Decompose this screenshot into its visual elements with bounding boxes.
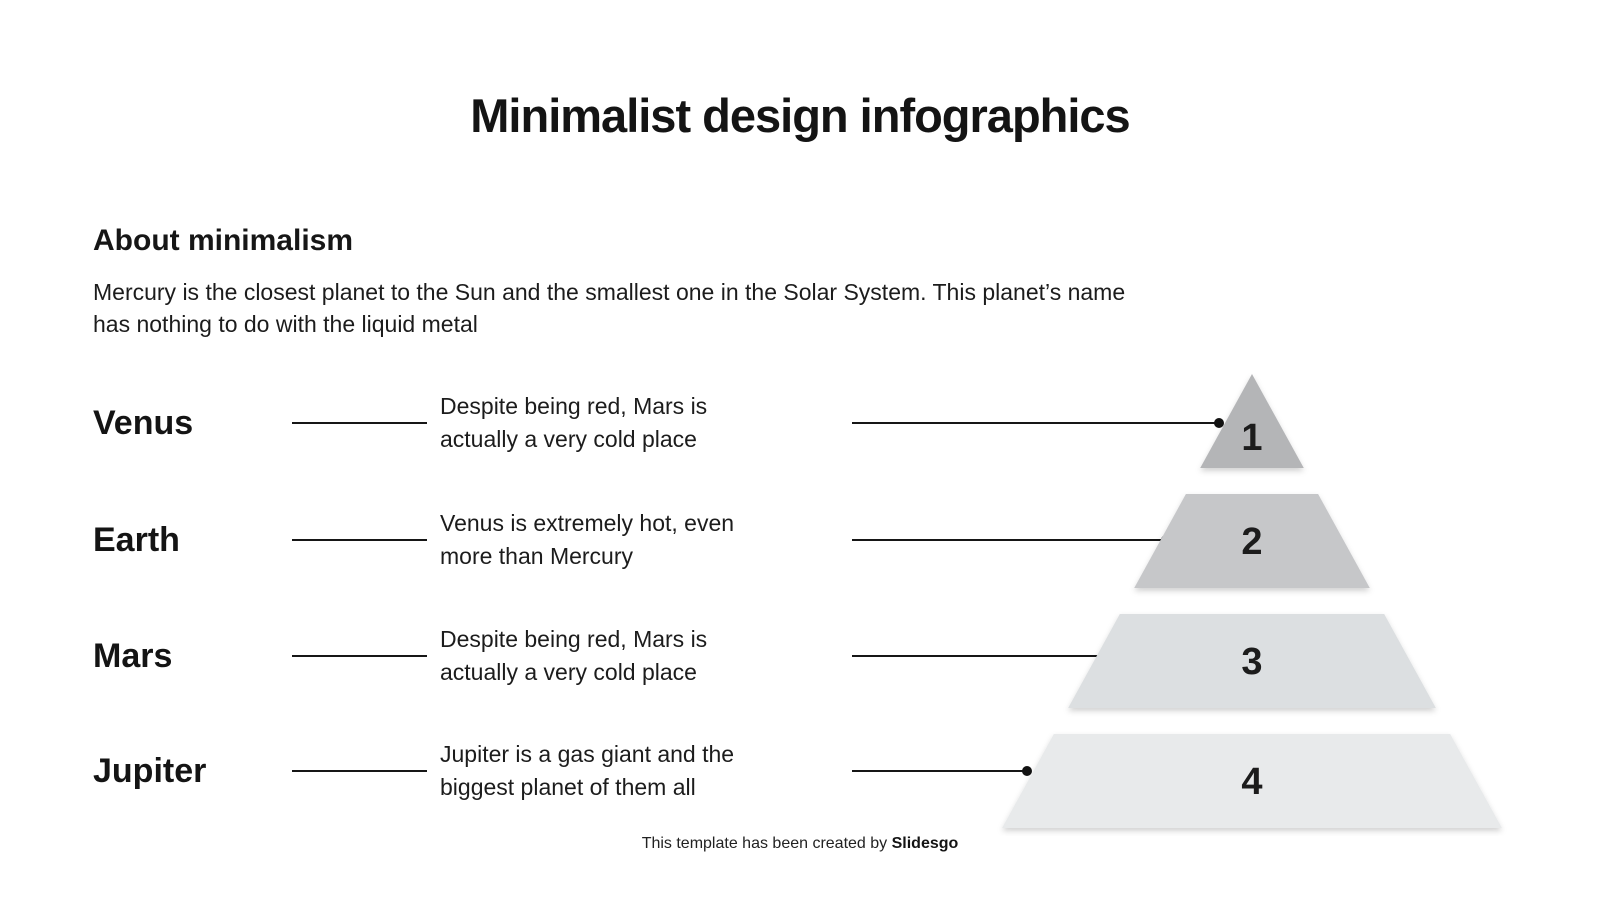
planet-description: Venus is extremely hot, even more than M…	[440, 507, 852, 573]
pyramid-level-number: 4	[1241, 761, 1262, 803]
pyramid-level-1	[1200, 374, 1304, 468]
footer-brand: Slidesgo	[891, 835, 959, 852]
planet-description-line-2: more than Mercury	[440, 543, 634, 569]
about-paragraph-line-1: Mercury is the closest planet to the Sun…	[93, 279, 1126, 305]
pyramid-connector-line	[852, 418, 1224, 428]
planet-description-line-1: Despite being red, Mars is	[440, 393, 708, 419]
pyramid-connector-line	[852, 766, 1032, 776]
name-connector-line	[292, 770, 427, 772]
pyramid-level-number: 3	[1241, 641, 1262, 683]
planet-row-venus: Venus Despite being red, Mars is actuall…	[93, 378, 1224, 468]
planet-description-line-1: Despite being red, Mars is	[440, 626, 708, 652]
name-connector-line	[292, 539, 427, 541]
pyramid: 1 2 3 4	[1002, 374, 1502, 828]
footer-credit: This template has been created by Slides…	[0, 835, 1600, 853]
planet-row-mars: Mars Despite being red, Mars is actually…	[93, 611, 1110, 701]
page-title: Minimalist design infographics	[470, 89, 1130, 142]
planet-name: Jupiter	[93, 751, 207, 790]
planet-name: Venus	[93, 403, 194, 442]
planet-row-jupiter: Jupiter Jupiter is a gas giant and the b…	[93, 726, 1032, 816]
pyramid-level-3	[1068, 614, 1436, 708]
about-heading: About minimalism	[93, 224, 354, 257]
connector-dot	[1022, 766, 1032, 776]
about-paragraph: Mercury is the closest planet to the Sun…	[93, 276, 1125, 340]
planet-description: Jupiter is a gas giant and the biggest p…	[440, 738, 852, 804]
name-connector-line	[292, 422, 427, 424]
connector-dot	[1214, 418, 1224, 428]
planet-description: Despite being red, Mars is actually a ve…	[440, 623, 852, 689]
planet-name: Mars	[93, 636, 173, 675]
planet-name: Earth	[93, 520, 180, 559]
footer-credit-text: This template has been created by	[641, 835, 892, 852]
planet-description-line-2: biggest planet of them all	[440, 774, 696, 800]
pyramid-level-number: 1	[1241, 417, 1262, 459]
planet-description-line-2: actually a very cold place	[440, 659, 697, 685]
about-paragraph-line-2: has nothing to do with the liquid metal	[93, 311, 478, 337]
name-connector-line	[292, 655, 427, 657]
pyramid-level-4	[1002, 734, 1502, 828]
pyramid-level-number: 2	[1241, 521, 1262, 563]
pyramid-level-2	[1134, 494, 1370, 588]
planet-row-earth: Earth Venus is extremely hot, even more …	[93, 495, 1171, 585]
planet-description-line-1: Venus is extremely hot, even	[440, 510, 735, 536]
planet-description: Despite being red, Mars is actually a ve…	[440, 390, 852, 456]
about-section: About minimalism Mercury is the closest …	[93, 224, 1125, 340]
planet-description-line-1: Jupiter is a gas giant and the	[440, 741, 735, 767]
planet-description-line-2: actually a very cold place	[440, 426, 697, 452]
